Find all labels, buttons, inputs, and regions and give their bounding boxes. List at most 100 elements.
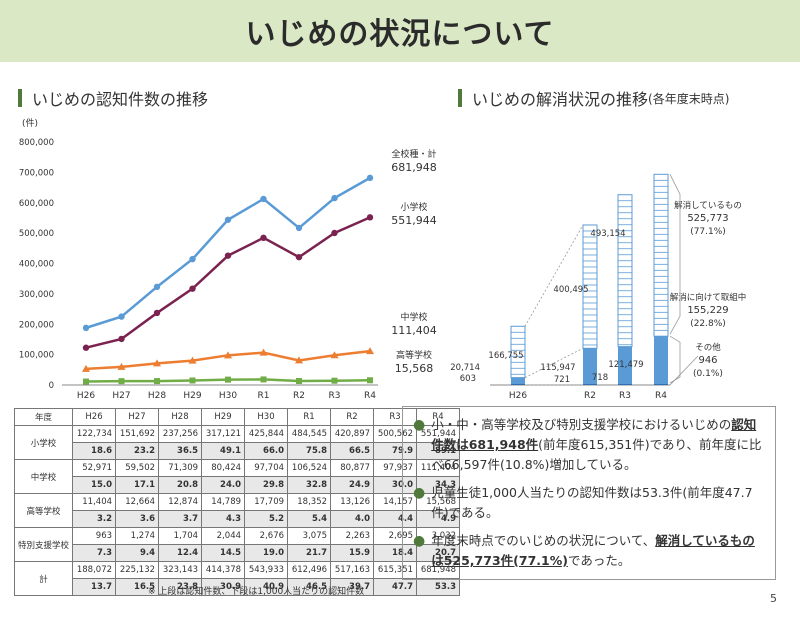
table-row: 中学校 52,971 59,502 71,309 80,424 97,704 106,524… xyxy=(13,459,461,494)
table-cell-rate: 12.4 xyxy=(158,544,203,562)
table-row: 18.6 23.2 36.5 49.1 66.0 75.8 66.5 79.9 89.1 xyxy=(15,442,461,460)
table-cell-rate: 30.9 xyxy=(201,578,246,596)
table-cell-rate: 24.9 xyxy=(330,476,375,494)
table-cell-rate: 9.4 xyxy=(115,544,160,562)
bar-segment-resolved xyxy=(617,194,633,348)
data-point xyxy=(189,377,196,384)
table-row: 小学校 122,734 151,692 237,256 317,121 425,844 48… xyxy=(13,425,461,460)
table-cell-count: 612,496 xyxy=(287,561,332,579)
y-tick-label: 0 xyxy=(49,381,54,391)
data-point xyxy=(260,376,267,383)
summary-3-text-c: であった。 xyxy=(567,553,631,568)
table-column-header: H27 xyxy=(115,408,160,426)
table-cell-count: 12,874 xyxy=(158,493,203,511)
data-point xyxy=(118,335,125,343)
data-point xyxy=(82,344,90,351)
bar-segment-other xyxy=(583,384,597,385)
data-point xyxy=(331,229,338,237)
table-cell-rate: 29.8 xyxy=(244,476,289,494)
annotation-name: その他 xyxy=(695,342,721,353)
data-point xyxy=(331,194,338,202)
table-cell-count: 59,502 xyxy=(115,459,160,477)
table-cell-rate: 15.0 xyxy=(72,476,117,494)
table-column-header: H29 xyxy=(201,408,246,426)
left-section-title: いじめの認知件数の推移 xyxy=(18,86,208,110)
section-marker xyxy=(458,89,462,107)
right-section-subtitle: (各年度末時点) xyxy=(648,91,730,106)
table-cell-count: 420,897 xyxy=(330,425,375,443)
line-chart: (件) 0 100,000 200,000 300,000 400,000 500,000 6… xyxy=(19,117,437,401)
table-cell-rate: 13.7 xyxy=(72,578,117,596)
table-cell-rate: 23.8 xyxy=(158,578,203,596)
data-point xyxy=(83,378,89,385)
table-cell-count: 18,352 xyxy=(287,493,332,511)
data-point xyxy=(366,347,374,355)
x-tick-label: H28 xyxy=(148,391,166,401)
table-cell-count: 3,075 xyxy=(287,527,332,545)
table-cell-count: 225,132 xyxy=(115,561,160,579)
table-cell-count: 188,072 xyxy=(72,561,117,579)
table-cell-rate: 75.8 xyxy=(287,442,332,460)
y-tick-label: 500,000 xyxy=(19,229,54,239)
table-cell-count: 2,044 xyxy=(201,527,246,545)
data-point xyxy=(189,255,196,263)
table-cell-count: 71,309 xyxy=(158,459,203,477)
table-cell-count: 1,274 xyxy=(115,527,160,545)
data-point xyxy=(331,377,338,384)
bullet-icon: ● xyxy=(413,485,426,501)
table-cell-count: 151,692 xyxy=(115,425,160,443)
bar-segment-other xyxy=(511,384,525,385)
table-cell-count: 2,263 xyxy=(330,527,375,545)
table-row: 高等学校 11,404 12,664 12,874 14,789 17,709 18,352… xyxy=(13,493,461,528)
data-point xyxy=(259,348,268,356)
bar-segment-resolved xyxy=(653,173,669,337)
table-cell-rate: 39.7 xyxy=(330,578,375,596)
table-cell-count: 543,933 xyxy=(244,561,289,579)
bar-value-label: 721 xyxy=(554,375,570,385)
table-cell-count: 80,877 xyxy=(330,459,375,477)
table-header-row: 年度 H26 H27 H28 H29 H30 R1 R2 R3 R4 xyxy=(13,408,461,426)
y-tick-label: 800,000 xyxy=(19,138,54,148)
table-row: 計 188,072 225,132 323,143 414,378 543,933 612,… xyxy=(13,561,461,596)
x-tick-label: R3 xyxy=(619,391,631,401)
y-tick-label: 300,000 xyxy=(19,290,54,300)
summary-item-2: ● 児童生徒1,000人当たりの認知件数は53.3件(前年度47.7件)である。 xyxy=(413,483,765,523)
data-point xyxy=(154,378,160,385)
bar-value-label: 166,755 xyxy=(488,351,523,361)
summary-item-1: ● 小・中・高等学校及び特別支援学校におけるいじめの認知件数は681,948件(… xyxy=(413,415,765,475)
bar-segment-other xyxy=(654,384,668,385)
data-point xyxy=(225,376,231,383)
data-point xyxy=(260,195,267,203)
table-cell-count: 80,424 xyxy=(201,459,246,477)
table-cell-rate: 14.5 xyxy=(201,544,246,562)
title-banner: いじめの状況について xyxy=(0,0,800,62)
table-cell-rate: 16.5 xyxy=(115,578,160,596)
x-tick-label: R3 xyxy=(329,391,341,401)
table-cell-count: 317,121 xyxy=(201,425,246,443)
x-tick-label: R4 xyxy=(655,391,667,401)
table-row: 13.7 16.5 23.8 30.9 40.9 46.5 39.7 47.7 53.3 xyxy=(15,578,461,596)
x-tick-label: H26 xyxy=(77,391,95,401)
table-cell-count: 122,734 xyxy=(72,425,117,443)
annotation-pct: (0.1%) xyxy=(693,369,723,379)
table-cell-rate: 4.9 xyxy=(416,510,461,528)
series-name-label: 中学校 xyxy=(400,311,427,323)
table-cell-rate: 4.0 xyxy=(330,510,375,528)
bar-value-label: 20,714 xyxy=(450,363,480,373)
annotation-pct: (77.1%) xyxy=(690,227,726,237)
page-number: 5 xyxy=(770,592,777,605)
annotation-value: 525,773 xyxy=(687,213,728,224)
table-cell-rate: 5.2 xyxy=(244,510,289,528)
series-name-label: 小学校 xyxy=(400,201,427,213)
annotation-name: 解消しているもの xyxy=(674,200,742,211)
table-footnote: ※ 上段は認知件数、下段は1,000人当たりの認知件数 xyxy=(148,587,365,597)
table-column-header: R1 xyxy=(287,408,332,426)
bar-value-label: 718 xyxy=(592,373,608,383)
table-cell-rate: 3.6 xyxy=(115,510,160,528)
bar-segment-inprogress xyxy=(618,346,632,384)
bar-segment-inprogress xyxy=(583,348,597,384)
table-cell-rate: 4.4 xyxy=(373,510,418,528)
data-point xyxy=(295,224,303,232)
table-cell-rate: 19.0 xyxy=(244,544,289,562)
